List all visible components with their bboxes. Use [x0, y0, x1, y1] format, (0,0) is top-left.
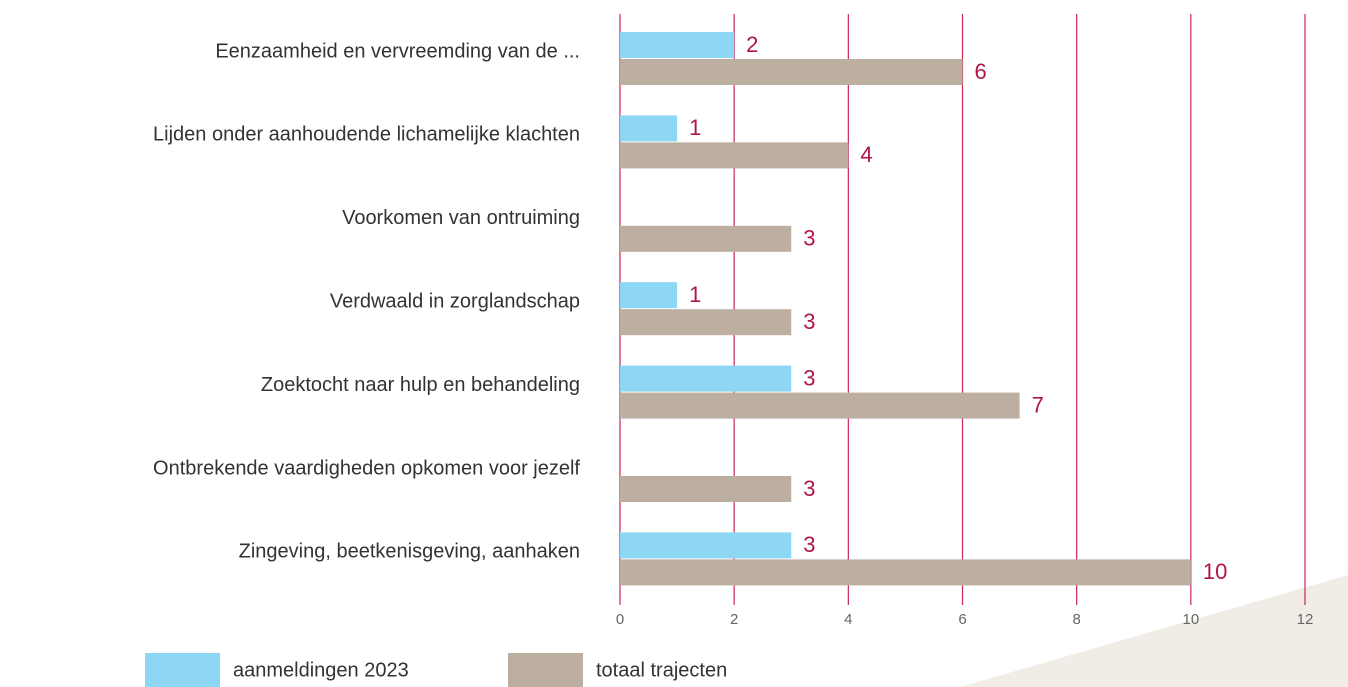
value-label: 3: [803, 532, 815, 557]
legend-label: aanmeldingen 2023: [233, 659, 409, 681]
legend-swatch: [145, 653, 220, 687]
value-label: 4: [860, 142, 872, 167]
legend-label: totaal trajecten: [596, 659, 727, 681]
value-label: 7: [1032, 392, 1044, 417]
bar: [620, 59, 963, 85]
bar: [620, 282, 678, 309]
x-tick-label: 2: [730, 611, 738, 628]
x-tick-label: 4: [844, 611, 852, 628]
y-tick-label: Voorkomen van ontruiming: [342, 207, 580, 229]
y-tick-label: Verdwaald in zorglandschap: [330, 290, 580, 312]
value-label: 3: [803, 365, 815, 390]
x-tick-label: 10: [1182, 611, 1199, 628]
bar: [620, 142, 849, 169]
value-label: 2: [746, 32, 758, 57]
x-tick-label: 0: [616, 611, 624, 628]
value-label: 3: [803, 226, 815, 251]
y-tick-label: Ontbrekende vaardigheden opkomen voor je…: [153, 457, 580, 479]
y-tick-label: Zoektocht naar hulp en behandeling: [261, 374, 580, 396]
bar: [620, 225, 792, 252]
value-label: 3: [803, 476, 815, 501]
bar: [620, 32, 735, 58]
value-label: 1: [689, 115, 701, 140]
y-tick-label: Zingeving, beetkenisgeving, aanhaken: [239, 541, 580, 563]
decoration: [960, 575, 1348, 687]
x-tick-label: 6: [958, 611, 966, 628]
bar: [620, 392, 1020, 419]
value-label: 10: [1203, 559, 1227, 584]
bar: [620, 309, 792, 336]
bar: [620, 476, 792, 502]
legend-swatch: [508, 653, 583, 687]
bar: [620, 559, 1191, 586]
y-tick-label: Eenzaamheid en vervreemding van de ...: [215, 40, 580, 62]
value-label: 3: [803, 309, 815, 334]
value-label: 1: [689, 282, 701, 307]
bar: [620, 115, 678, 142]
bar: [620, 365, 792, 392]
value-label: 6: [975, 59, 987, 84]
x-tick-label: 8: [1072, 611, 1080, 628]
y-tick-label: Lijden onder aanhoudende lichamelijke kl…: [153, 124, 580, 146]
bar: [620, 532, 792, 559]
x-tick-label: 12: [1297, 611, 1314, 628]
